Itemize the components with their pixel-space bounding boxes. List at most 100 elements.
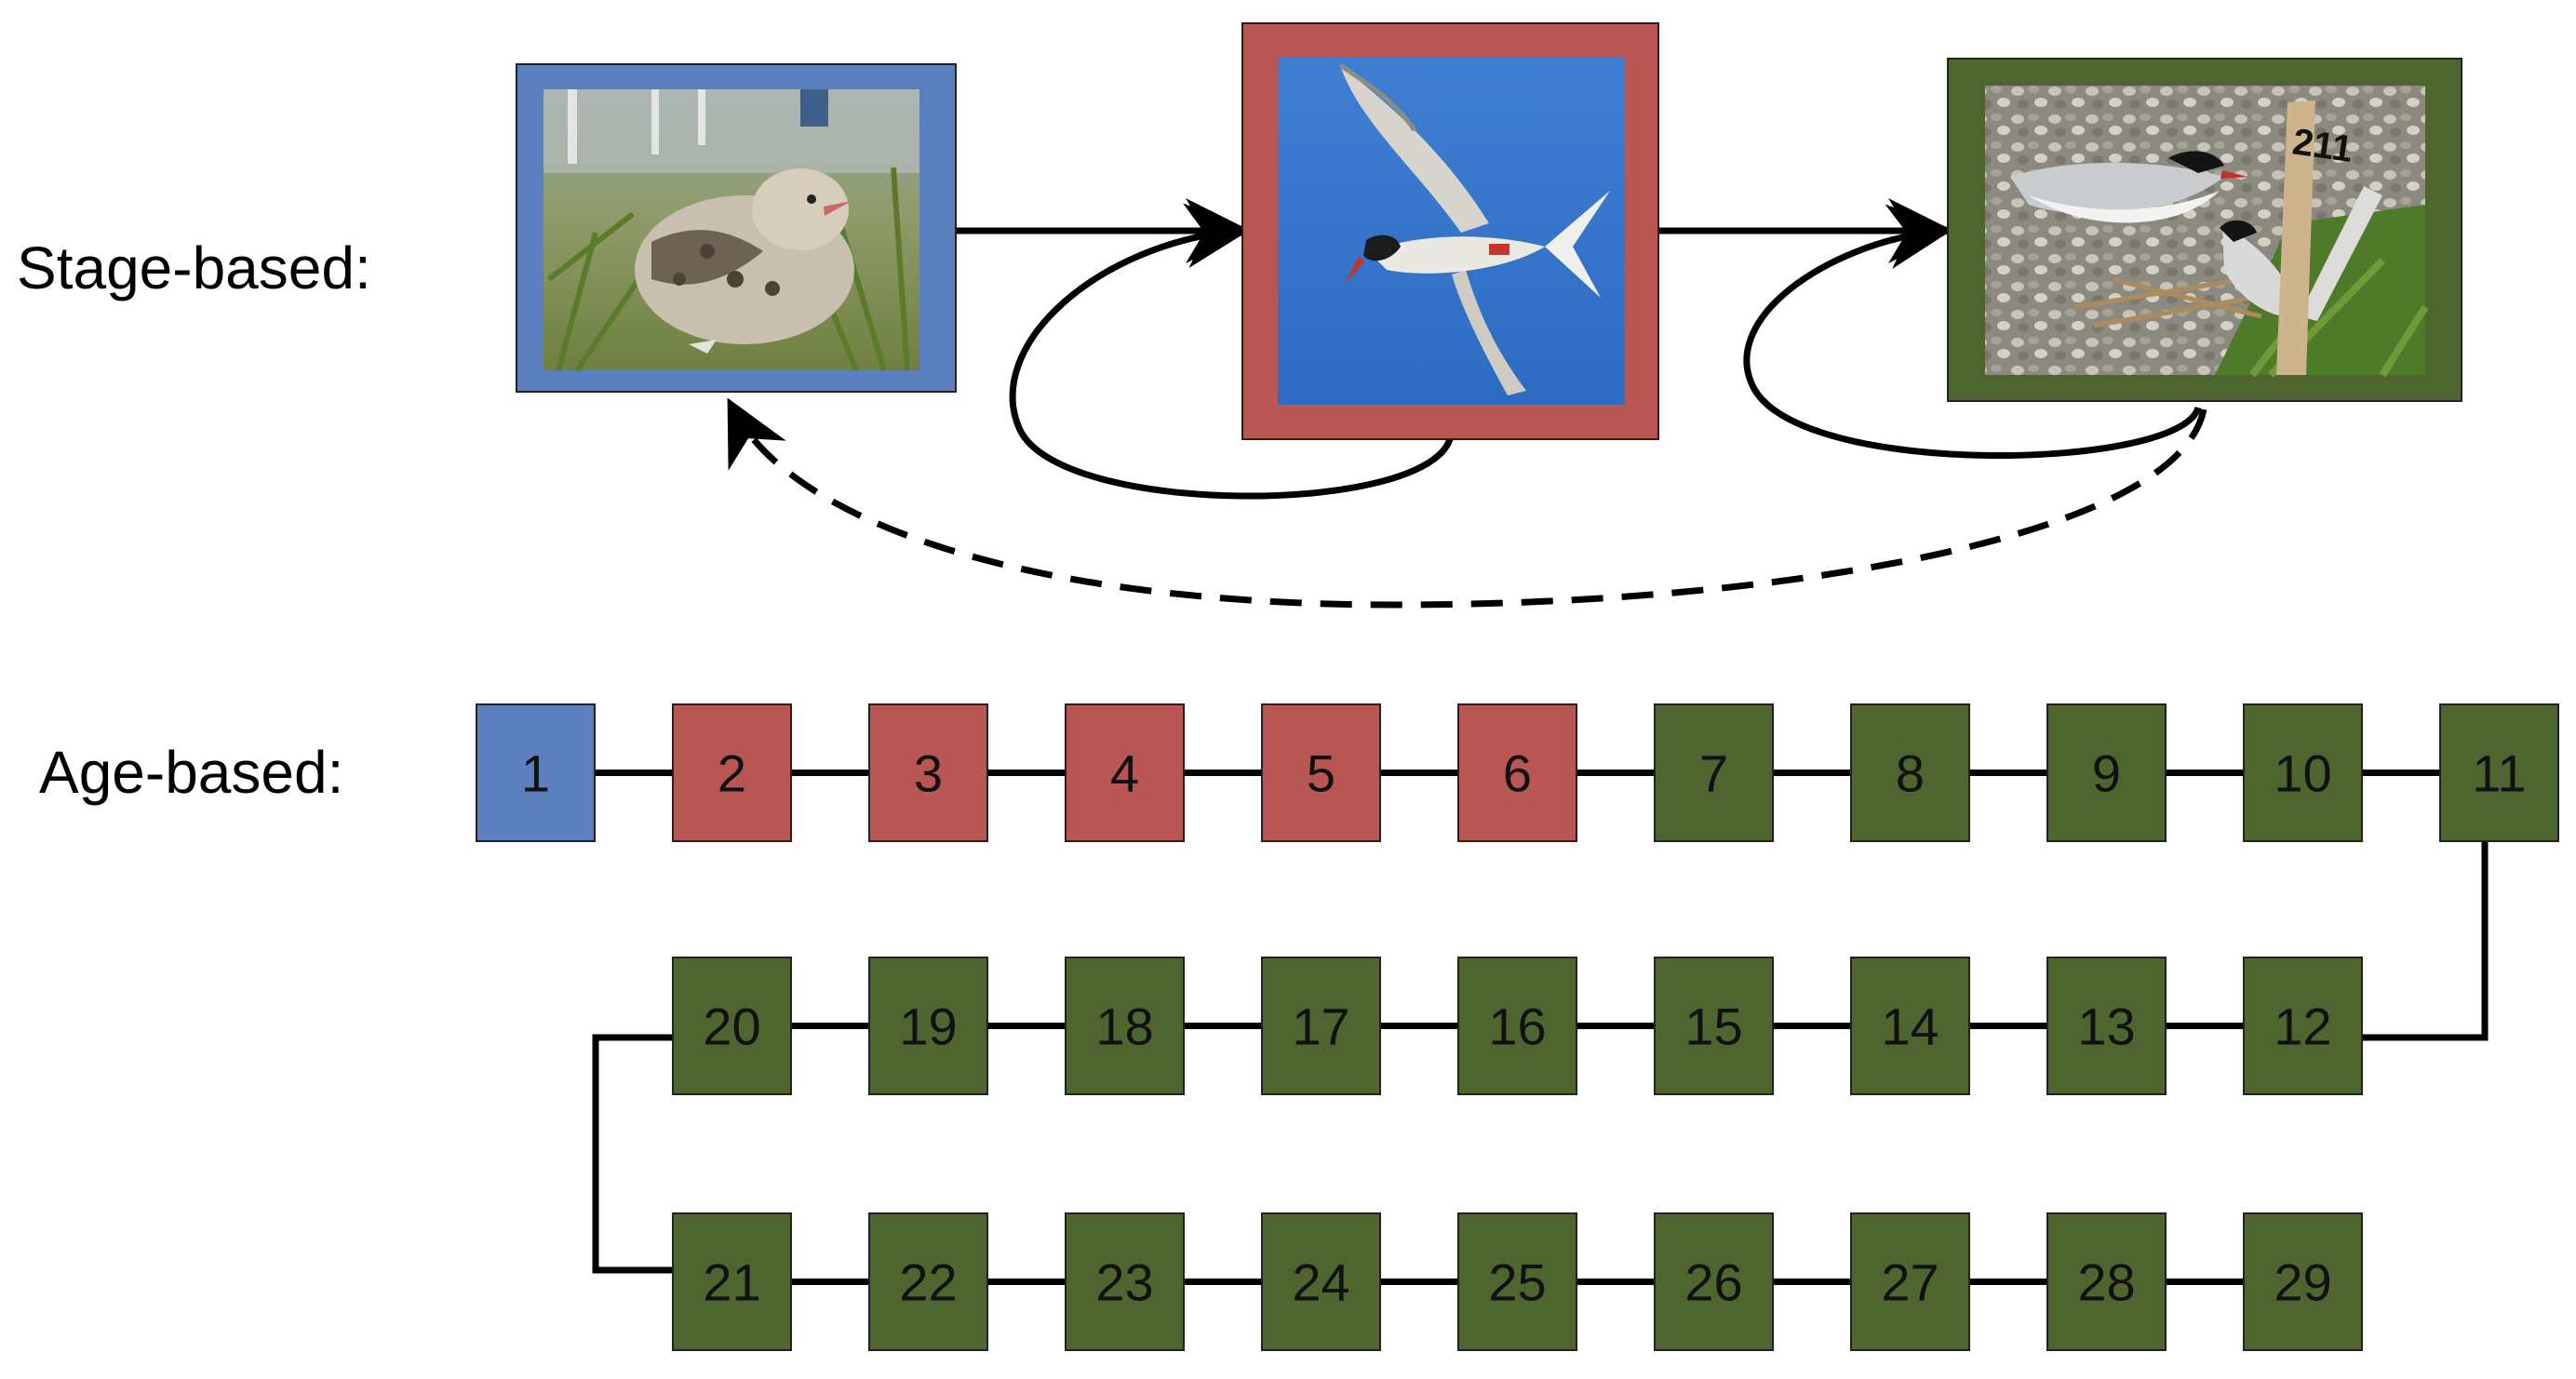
age-box-24: 24 bbox=[1261, 1212, 1381, 1351]
age-box-label: 24 bbox=[1292, 1253, 1349, 1312]
age-box-rect bbox=[476, 703, 596, 842]
adult-self-loop-arrow bbox=[1743, 204, 2202, 460]
age-box-rect bbox=[1850, 703, 1970, 842]
age-connector-20-to-21 bbox=[592, 1034, 672, 1274]
age-box-23: 23 bbox=[1065, 1212, 1185, 1351]
stage-juvenile bbox=[1241, 22, 1659, 440]
adult-photo-post-number: 211 bbox=[2290, 121, 2355, 170]
age-box-label: 27 bbox=[1881, 1253, 1939, 1312]
age-box-rect bbox=[2439, 703, 2559, 842]
age-box-label: 17 bbox=[1292, 997, 1349, 1056]
age-box-19: 19 bbox=[868, 957, 988, 1095]
age-box-rect bbox=[868, 703, 988, 842]
age-box-rect bbox=[2046, 1212, 2167, 1351]
age-box-28: 28 bbox=[2046, 1212, 2167, 1351]
age-box-25: 25 bbox=[1457, 1212, 1577, 1351]
age-box-label: 13 bbox=[2077, 997, 2135, 1056]
age-box-label: 12 bbox=[2274, 997, 2331, 1056]
age-box-13: 13 bbox=[2046, 957, 2167, 1095]
reproduction-dashed-arrow bbox=[727, 397, 2207, 609]
age-box-rect bbox=[1654, 957, 1774, 1095]
age-box-rect bbox=[1457, 1212, 1577, 1351]
age-box-rect bbox=[672, 957, 792, 1095]
age-box-rect bbox=[1065, 1212, 1185, 1351]
juvenile-self-loop-arrow bbox=[1009, 203, 1454, 500]
age-box-label: 16 bbox=[1488, 997, 1546, 1056]
chick-photo bbox=[543, 89, 919, 372]
age-box-rect bbox=[1850, 1212, 1970, 1351]
age-box-rect bbox=[1065, 703, 1185, 842]
age-box-rect bbox=[672, 703, 792, 842]
age-box-7: 7 bbox=[1654, 703, 1774, 842]
age-box-label: 6 bbox=[1503, 744, 1532, 803]
age-box-label: 10 bbox=[2274, 744, 2331, 803]
age-box-17: 17 bbox=[1261, 957, 1381, 1095]
age-box-11: 11 bbox=[2439, 703, 2559, 842]
age-box-4: 4 bbox=[1065, 703, 1185, 842]
age-box-rect bbox=[2243, 703, 2363, 842]
age-box-label: 3 bbox=[914, 744, 943, 803]
age-connector-11-to-12 bbox=[2327, 842, 2489, 1041]
age-box-rect bbox=[1654, 1212, 1774, 1351]
age-box-18: 18 bbox=[1065, 957, 1185, 1095]
age-box-rect bbox=[2046, 703, 2167, 842]
stage-adult: 211 bbox=[1947, 58, 2462, 402]
juvenile-photo bbox=[1278, 58, 1625, 405]
age-based-label: Age-based: bbox=[39, 739, 343, 806]
age-box-rect bbox=[2243, 1212, 2363, 1351]
age-box-label: 11 bbox=[2472, 744, 2526, 803]
age-box-22: 22 bbox=[868, 1212, 988, 1351]
age-box-rect bbox=[1457, 703, 1577, 842]
age-box-rect bbox=[868, 957, 988, 1095]
age-box-label: 26 bbox=[1684, 1253, 1742, 1312]
age-box-rect bbox=[1850, 957, 1970, 1095]
adult-photo: 211 bbox=[1985, 86, 2429, 378]
age-box-rect bbox=[672, 1212, 792, 1351]
age-box-label: 22 bbox=[899, 1253, 957, 1312]
age-box-label: 20 bbox=[703, 997, 760, 1056]
age-box-label: 14 bbox=[1881, 997, 1939, 1056]
age-box-20: 20 bbox=[672, 957, 792, 1095]
age-box-6: 6 bbox=[1457, 703, 1577, 842]
age-box-5: 5 bbox=[1261, 703, 1381, 842]
age-box-label: 23 bbox=[1095, 1253, 1153, 1312]
age-box-rect bbox=[868, 1212, 988, 1351]
age-box-29: 29 bbox=[2243, 1212, 2363, 1351]
age-box-label: 28 bbox=[2077, 1253, 2135, 1312]
age-box-rect bbox=[1065, 957, 1185, 1095]
age-box-rect bbox=[1261, 1212, 1381, 1351]
age-box-rect bbox=[2243, 957, 2363, 1095]
age-box-rect bbox=[1457, 957, 1577, 1095]
age-box-label: 29 bbox=[2274, 1253, 2331, 1312]
stage-chick bbox=[516, 63, 957, 393]
age-box-label: 15 bbox=[1684, 997, 1742, 1056]
age-box-27: 27 bbox=[1850, 1212, 1970, 1351]
age-box-16: 16 bbox=[1457, 957, 1577, 1095]
age-box-label: 7 bbox=[1699, 744, 1728, 803]
age-box-label: 19 bbox=[899, 997, 957, 1056]
age-box-label: 1 bbox=[521, 744, 550, 803]
age-box-10: 10 bbox=[2243, 703, 2363, 842]
age-box-rect bbox=[1654, 703, 1774, 842]
age-box-2: 2 bbox=[672, 703, 792, 842]
age-box-12: 12 bbox=[2243, 957, 2363, 1095]
age-box-label: 25 bbox=[1488, 1253, 1546, 1312]
age-box-label: 21 bbox=[703, 1253, 760, 1312]
age-box-label: 8 bbox=[1896, 744, 1925, 803]
age-box-21: 21 bbox=[672, 1212, 792, 1351]
age-box-26: 26 bbox=[1654, 1212, 1774, 1351]
age-box-rect bbox=[2046, 957, 2167, 1095]
age-box-rect bbox=[1261, 957, 1381, 1095]
age-box-label: 2 bbox=[718, 744, 746, 803]
age-box-15: 15 bbox=[1654, 957, 1774, 1095]
age-box-label: 5 bbox=[1307, 744, 1335, 803]
age-box-8: 8 bbox=[1850, 703, 1970, 842]
stage-based-label: Stage-based: bbox=[17, 234, 371, 301]
age-box-label: 4 bbox=[1110, 744, 1139, 803]
age-box-label: 18 bbox=[1095, 997, 1153, 1056]
age-box-rect bbox=[1261, 703, 1381, 842]
age-box-label: 9 bbox=[2092, 744, 2121, 803]
age-box-3: 3 bbox=[868, 703, 988, 842]
